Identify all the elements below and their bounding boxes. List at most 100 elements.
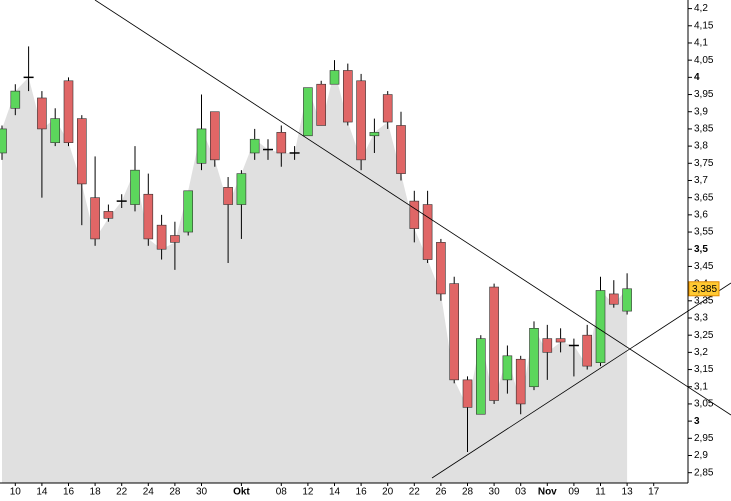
trendline bbox=[94, 0, 731, 416]
candle-body bbox=[449, 283, 460, 381]
y-tick-label: 3,65 bbox=[694, 192, 714, 203]
candle-body bbox=[236, 173, 247, 205]
x-tick-label: 14 bbox=[36, 487, 48, 498]
candle-body bbox=[555, 338, 566, 343]
candle-body bbox=[529, 328, 539, 388]
candle-body bbox=[223, 187, 233, 205]
x-tick-label: 22 bbox=[409, 487, 421, 498]
candle-body bbox=[143, 193, 154, 240]
x-tick-label: 18 bbox=[90, 487, 102, 498]
candle-body bbox=[210, 111, 220, 161]
y-tick-label: 3,75 bbox=[694, 158, 714, 169]
x-tick-label: 20 bbox=[382, 487, 394, 498]
candle-body bbox=[369, 132, 380, 137]
x-tick-label: 14 bbox=[329, 487, 341, 498]
candle-body bbox=[542, 338, 553, 353]
candle-body bbox=[183, 190, 193, 233]
x-tick-label: 30 bbox=[489, 487, 501, 498]
candle-body bbox=[303, 87, 313, 137]
candle-body bbox=[10, 90, 21, 109]
y-tick-label: 4,2 bbox=[694, 3, 708, 14]
y-tick-label: 3,5 bbox=[694, 244, 708, 255]
candle-body bbox=[515, 358, 526, 405]
x-tick-label: 16 bbox=[356, 487, 368, 498]
x-tick-label: 30 bbox=[196, 487, 208, 498]
candle-body bbox=[329, 70, 340, 85]
trendline bbox=[431, 282, 731, 479]
y-tick-label: 3,6 bbox=[694, 209, 708, 220]
candle-body bbox=[249, 138, 260, 154]
price-label-box bbox=[688, 281, 720, 297]
y-tick-label: 4 bbox=[694, 72, 700, 83]
candle-body bbox=[595, 290, 606, 363]
y-tick-label: 3,2 bbox=[694, 347, 708, 358]
y-tick-label: 3,8 bbox=[694, 141, 708, 152]
candle-body bbox=[276, 132, 287, 154]
candle-body bbox=[436, 242, 446, 295]
candle-layer bbox=[0, 46, 632, 453]
x-tick-label: 26 bbox=[435, 487, 447, 498]
candle-body bbox=[422, 204, 433, 260]
candle-body bbox=[608, 293, 619, 305]
y-tick-label: 3,9 bbox=[694, 106, 708, 117]
candle-body bbox=[382, 94, 393, 123]
candle-body bbox=[356, 80, 366, 161]
candle-body bbox=[63, 80, 74, 143]
axis-layer: 2,85 2,9 2,95 3 3,05 3,1 3,15 3,2 3,25 3,3 3,35 3,4… bbox=[10, 3, 720, 498]
y-tick-label: 3,25 bbox=[694, 330, 714, 341]
x-tick-label: 12 bbox=[302, 487, 314, 498]
x-tick-label: 28 bbox=[462, 487, 474, 498]
x-tick-label: 17 bbox=[648, 487, 660, 498]
candle-body bbox=[156, 224, 167, 250]
candle-body bbox=[622, 288, 632, 312]
candle-body bbox=[196, 128, 207, 164]
y-tick-label: 3,7 bbox=[694, 175, 708, 186]
y-tick-label: 3,45 bbox=[694, 261, 714, 272]
candle-body bbox=[582, 334, 593, 367]
candle-body bbox=[130, 169, 140, 205]
close-area bbox=[2, 70, 628, 483]
candle-body bbox=[502, 355, 513, 381]
candle-body bbox=[50, 118, 61, 143]
x-tick-label: 22 bbox=[116, 487, 128, 498]
x-tick-label: 03 bbox=[515, 487, 527, 498]
x-tick-label: 13 bbox=[622, 487, 634, 498]
x-tick-label: 28 bbox=[169, 487, 181, 498]
x-tick-label: 08 bbox=[276, 487, 288, 498]
x-tick-label: 16 bbox=[63, 487, 75, 498]
x-tick-label: 11 bbox=[595, 487, 606, 498]
x-tick-label: Nov bbox=[538, 487, 557, 498]
candle-body bbox=[77, 118, 87, 185]
y-tick-label: 4,15 bbox=[694, 20, 714, 31]
x-tick-label: 10 bbox=[10, 487, 22, 498]
y-tick-label: 2,95 bbox=[694, 433, 714, 444]
y-tick-label: 2,85 bbox=[694, 467, 714, 478]
candle-body bbox=[475, 338, 486, 415]
y-tick-label: 3,95 bbox=[694, 89, 714, 100]
y-tick-label: 4,1 bbox=[694, 38, 708, 49]
y-tick-label: 3,35 bbox=[694, 295, 714, 306]
y-tick-label: 3,3 bbox=[694, 313, 708, 324]
candle-body bbox=[103, 211, 114, 219]
candle-body bbox=[37, 97, 47, 130]
candle-body bbox=[489, 286, 499, 401]
candle-body bbox=[342, 70, 353, 123]
y-tick-label: 3 bbox=[694, 416, 700, 427]
candle-body bbox=[462, 379, 473, 408]
candle-body bbox=[170, 235, 180, 243]
x-tick-label: Okt bbox=[233, 487, 250, 498]
price-label: 3,385 bbox=[692, 284, 717, 295]
y-tick-label: 3,1 bbox=[694, 381, 708, 392]
x-tick-label: 09 bbox=[568, 487, 580, 498]
y-tick-label: 4,05 bbox=[694, 55, 714, 66]
y-tick-label: 2,9 bbox=[694, 450, 708, 461]
area-layer bbox=[2, 70, 628, 483]
candle-body bbox=[409, 200, 420, 229]
x-tick-label: 24 bbox=[143, 487, 155, 498]
candle-body bbox=[316, 83, 327, 126]
y-tick-label: 3,55 bbox=[694, 227, 714, 238]
candle-body bbox=[0, 128, 7, 154]
y-tick-label: 3,05 bbox=[694, 399, 714, 410]
y-tick-label: 3,85 bbox=[694, 124, 714, 135]
